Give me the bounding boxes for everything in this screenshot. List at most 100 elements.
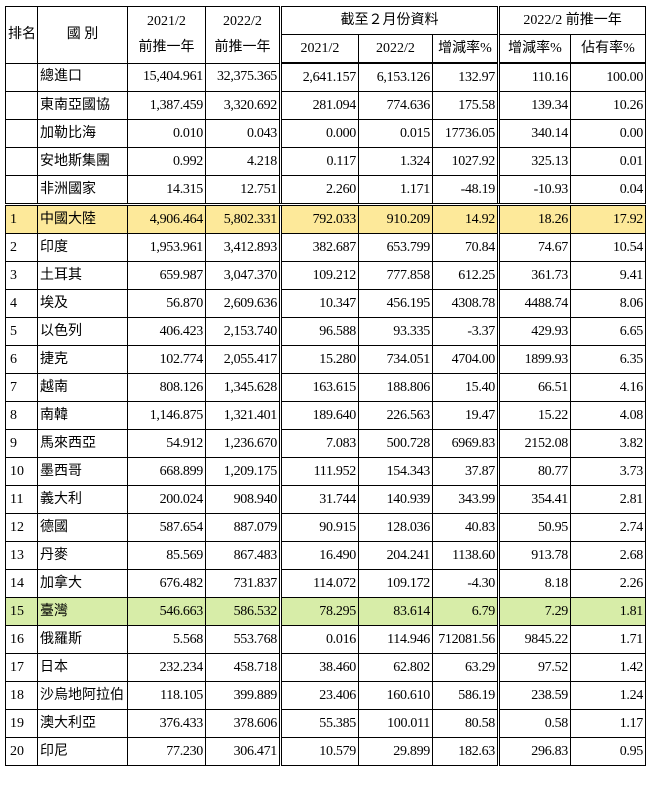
value-cell: 50.95 (497, 513, 571, 542)
table-row: 8 南韓 1,146.875 1,321.401 189.640 226.563 19.47… (5, 401, 647, 430)
value-cell: 19.47 (432, 401, 499, 430)
value-cell: 23.406 (279, 681, 359, 710)
value-cell: 2,055.417 (205, 345, 281, 374)
rank-cell (5, 175, 38, 206)
value-cell: 8.18 (497, 569, 571, 598)
value-cell: 325.13 (497, 147, 571, 176)
value-cell: 3,412.893 (205, 233, 281, 262)
value-cell: 4704.00 (432, 345, 499, 374)
value-cell: 612.25 (432, 261, 499, 290)
value-cell: 354.41 (497, 485, 571, 514)
value-cell: 3,047.370 (205, 261, 281, 290)
table-row: 9 馬來西亞 54.912 1,236.670 7.083 500.728 6969.83 2… (5, 429, 647, 458)
rank-cell: 9 (5, 429, 38, 458)
rank-cell: 3 (5, 261, 38, 290)
country-cell: 丹麥 (37, 541, 128, 570)
value-cell: 777.858 (358, 261, 433, 290)
value-cell: 10.54 (569, 233, 647, 262)
value-cell: 56.870 (127, 289, 206, 318)
value-cell: 10.579 (279, 737, 359, 766)
value-cell: 32,375.365 (205, 62, 281, 92)
value-cell: 2.68 (569, 541, 647, 570)
value-cell: 118.105 (127, 681, 206, 710)
value-cell: 1,345.628 (205, 373, 281, 402)
table-row: 19 澳大利亞 376.433 378.606 55.385 100.011 80.58 0.… (5, 709, 647, 738)
country-cell: 南韓 (37, 401, 128, 430)
value-cell: 4,906.464 (127, 204, 206, 234)
value-cell: 1.42 (569, 653, 647, 682)
value-cell: 343.99 (432, 485, 499, 514)
value-cell: 910.209 (358, 204, 433, 234)
value-cell: 66.51 (497, 373, 571, 402)
table-row: 16 俄羅斯 5.568 553.768 0.016 114.946 712081.56 98… (5, 625, 647, 654)
group-header: 截至２月份資料 (279, 6, 499, 35)
value-cell: 83.614 (358, 597, 433, 626)
value-cell: 1,321.401 (205, 401, 281, 430)
country-cell: 加拿大 (37, 569, 128, 598)
value-cell: 204.241 (358, 541, 433, 570)
table-row: 6 捷克 102.774 2,055.417 15.280 734.051 4704.00 1… (5, 345, 647, 374)
value-cell: 37.87 (432, 457, 499, 486)
country-header: 國 別 (37, 6, 128, 64)
value-cell: 8.06 (569, 289, 647, 318)
value-cell: 0.000 (279, 119, 359, 148)
table-row: 10 墨西哥 668.899 1,209.175 111.952 154.343 37.87… (5, 457, 647, 486)
value-cell: 774.636 (358, 91, 433, 120)
value-cell: 0.58 (497, 709, 571, 738)
table-row: 加勒比海 0.010 0.043 0.000 0.015 17736.05 340.14 0.… (5, 119, 647, 148)
value-cell: 55.385 (279, 709, 359, 738)
country-cell: 加勒比海 (37, 119, 128, 148)
country-cell: 澳大利亞 (37, 709, 128, 738)
value-cell: 85.569 (127, 541, 206, 570)
value-cell: 2,609.636 (205, 289, 281, 318)
value-cell: 306.471 (205, 737, 281, 766)
value-cell: 0.043 (205, 119, 281, 148)
col-header: 佔有率% (569, 34, 647, 64)
value-cell: 908.940 (205, 485, 281, 514)
value-cell: 114.072 (279, 569, 359, 598)
value-cell: 100.011 (358, 709, 433, 738)
value-cell: 3,320.692 (205, 91, 281, 120)
value-cell: 1.81 (569, 597, 647, 626)
table-row: 5 以色列 406.423 2,153.740 96.588 93.335 -3.37 429… (5, 317, 647, 346)
value-cell: 406.423 (127, 317, 206, 346)
country-cell: 安地斯集團 (37, 147, 128, 176)
value-cell: 1027.92 (432, 147, 499, 176)
value-cell: 2.26 (569, 569, 647, 598)
value-cell: 458.718 (205, 653, 281, 682)
value-cell: 887.079 (205, 513, 281, 542)
value-cell: 2.81 (569, 485, 647, 514)
country-cell: 日本 (37, 653, 128, 682)
table-row: 1 中國大陸 4,906.464 5,802.331 792.033 910.209 14.… (5, 204, 647, 234)
value-cell: 110.16 (497, 62, 571, 92)
country-cell: 德國 (37, 513, 128, 542)
rank-cell: 12 (5, 513, 38, 542)
table-row: 東南亞國協 1,387.459 3,320.692 281.094 774.636 175… (5, 91, 647, 120)
country-cell: 總進口 (37, 62, 128, 92)
value-cell: 6969.83 (432, 429, 499, 458)
value-cell: 96.588 (279, 317, 359, 346)
value-cell: 429.93 (497, 317, 571, 346)
value-cell: 586.19 (432, 681, 499, 710)
table-row: 4 埃及 56.870 2,609.636 10.347 456.195 4308.78 44… (5, 289, 647, 318)
country-cell: 越南 (37, 373, 128, 402)
value-cell: 154.343 (358, 457, 433, 486)
value-cell: 15.40 (432, 373, 499, 402)
value-cell: 1899.93 (497, 345, 571, 374)
col-year: 2022/2 (223, 13, 262, 29)
rank-cell: 15 (5, 597, 38, 626)
value-cell: 18.26 (497, 204, 571, 234)
country-cell: 印度 (37, 233, 128, 262)
rank-cell (5, 62, 38, 92)
value-cell: 182.63 (432, 737, 499, 766)
value-cell: 93.335 (358, 317, 433, 346)
value-cell: 1,953.961 (127, 233, 206, 262)
col-sub: 前推一年 (214, 39, 271, 55)
value-cell: 14.92 (432, 204, 499, 234)
rank-cell: 19 (5, 709, 38, 738)
import-table: 排名 國 別 2021/2 前推一年 2022/2 前推一年 截至２月份資料 202… (5, 6, 647, 766)
value-cell: 74.67 (497, 233, 571, 262)
value-cell: -10.93 (497, 175, 571, 206)
value-cell: 70.84 (432, 233, 499, 262)
